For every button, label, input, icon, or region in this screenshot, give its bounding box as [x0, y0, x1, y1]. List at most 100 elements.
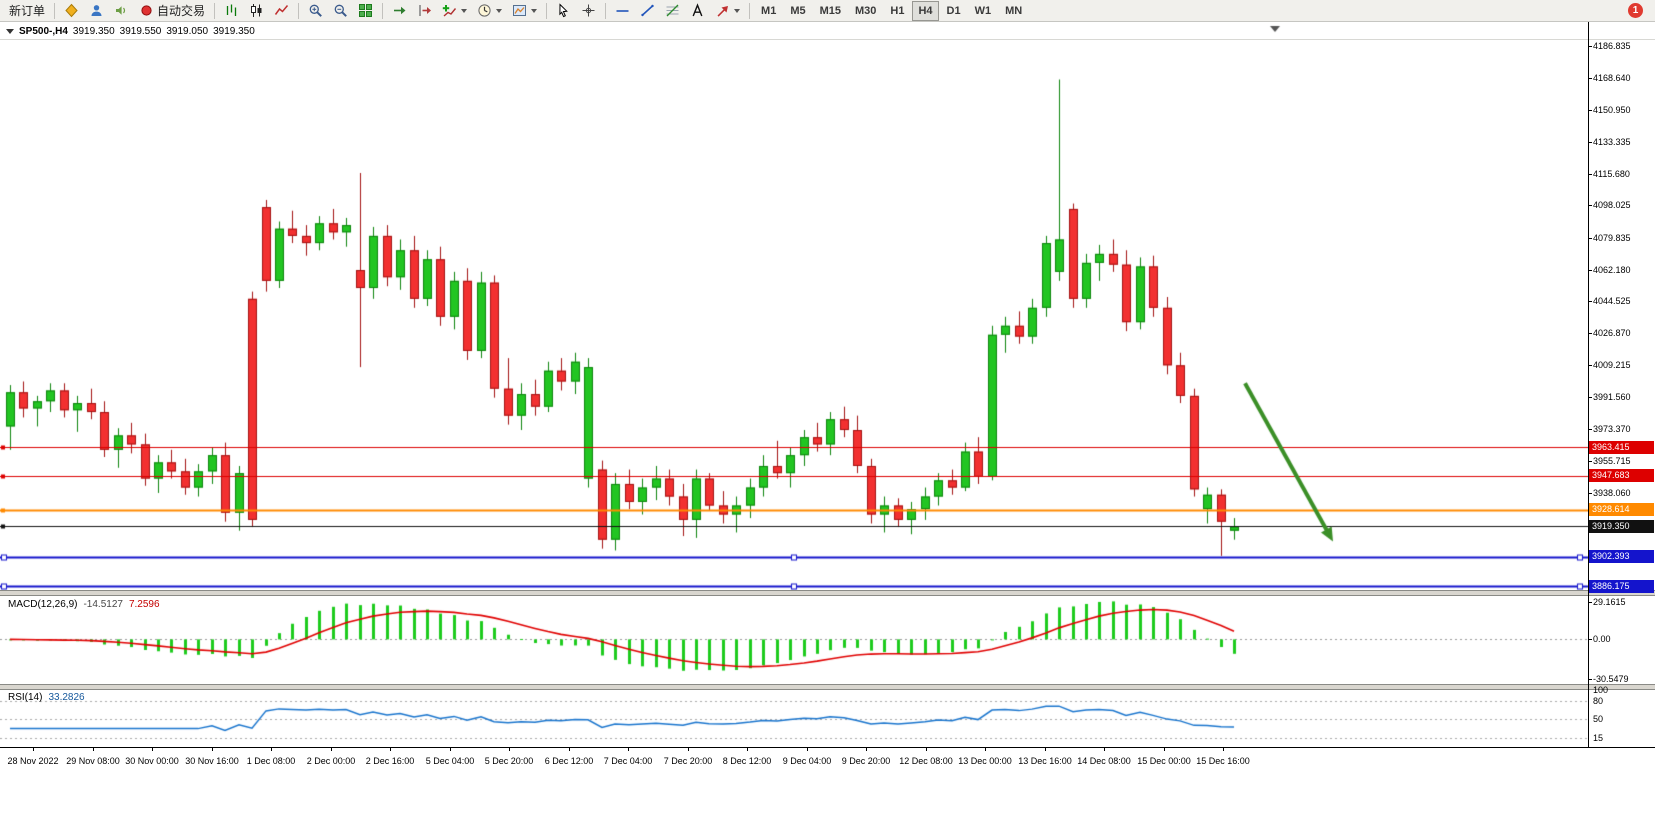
timeframe-d1-button[interactable]: D1: [941, 1, 967, 21]
mql5-community-icon[interactable]: [60, 1, 83, 21]
rsi-name: RSI(14): [8, 692, 43, 703]
autotrading-button[interactable]: 自动交易: [135, 1, 209, 21]
price-axis-label: 4150.950: [1593, 105, 1631, 115]
zoom-in-icon[interactable]: [304, 1, 327, 21]
sound-icon[interactable]: [110, 1, 133, 21]
trendline-icon[interactable]: [636, 1, 659, 21]
periods-icon: [477, 3, 492, 18]
crosshair-icon[interactable]: [577, 1, 600, 21]
time-axis-label: 7 Dec 20:00: [663, 756, 713, 766]
time-axis-label: 2 Dec 00:00: [306, 756, 356, 766]
macd-value-main: -14.5127: [83, 599, 123, 610]
time-axis-label: 6 Dec 12:00: [544, 756, 594, 766]
price-axis-label: 4115.680: [1593, 169, 1630, 179]
arrows-icon: [715, 3, 730, 18]
price-axis-tick: [1588, 493, 1592, 494]
zoom-out-icon: [333, 3, 348, 18]
pane-splitter[interactable]: [0, 684, 1655, 690]
timeframe-m1-button[interactable]: M1: [755, 1, 782, 21]
tile-windows-icon: [358, 3, 373, 18]
mql5-community-icon: [64, 3, 79, 18]
fibonacci-icon: [665, 3, 680, 18]
time-axis-tick: [866, 747, 867, 751]
chart-menu-triangle-icon[interactable]: [6, 29, 14, 34]
time-axis-tick: [212, 747, 213, 751]
arrows-icon[interactable]: [711, 1, 744, 21]
time-axis-tick: [1223, 747, 1224, 751]
rsi-label: RSI(14) 33.2826: [8, 692, 85, 703]
candlestick-icon: [249, 3, 264, 18]
quote-open: 3919.350: [72, 26, 115, 37]
price-axis-label: 4062.180: [1593, 265, 1631, 275]
cursor-icon[interactable]: [552, 1, 575, 21]
templates-icon: [512, 3, 527, 18]
timeframe-m5-button[interactable]: M5: [784, 1, 811, 21]
price-axis-label: 4133.335: [1593, 137, 1631, 147]
timeframe-m15-button[interactable]: M15: [814, 1, 847, 21]
macd-axis-label: 0.00: [1593, 634, 1611, 644]
macd-axis-tick: [1588, 639, 1592, 640]
price-axis-label: 4009.215: [1593, 360, 1631, 370]
time-axis-tick: [1045, 747, 1046, 751]
rsi-value: 33.2826: [48, 692, 85, 703]
price-chart-canvas[interactable]: [0, 22, 1588, 590]
time-axis-tick: [390, 747, 391, 751]
rsi-axis-label: 50: [1593, 714, 1604, 724]
candlestick-icon[interactable]: [245, 1, 268, 21]
macd-panel-canvas[interactable]: [0, 596, 1588, 684]
pane-splitter[interactable]: [0, 590, 1655, 596]
zoom-in-icon: [308, 3, 323, 18]
horizontal-line-icon[interactable]: [611, 1, 634, 21]
line-chart-icon[interactable]: [270, 1, 293, 21]
macd-axis-label: 29.1615: [1593, 597, 1626, 607]
timeframe-h1-button[interactable]: H1: [884, 1, 910, 21]
time-axis-label: 1 Dec 08:00: [246, 756, 296, 766]
rsi-axis-label: 100: [1593, 685, 1609, 695]
price-axis: 4186.835 4168.640 4150.950 4133.335 4115.680…: [1589, 22, 1655, 823]
time-axis: 28 Nov 2022 29 Nov 08:00 30 Nov 00:00 30 No…: [0, 747, 1588, 823]
horizontal-line-icon: [615, 3, 630, 18]
time-axis-tick: [569, 747, 570, 751]
templates-icon[interactable]: [508, 1, 541, 21]
fibonacci-icon[interactable]: [661, 1, 684, 21]
time-axis-label: 5 Dec 20:00: [484, 756, 534, 766]
time-axis-divider: [0, 747, 1655, 748]
rsi-axis-label: 80: [1593, 696, 1604, 706]
auto-scroll-icon: [392, 3, 407, 18]
macd-axis-tick: [1588, 602, 1592, 603]
time-axis-tick: [271, 747, 272, 751]
notification-badge[interactable]: 1: [1628, 3, 1643, 18]
price-axis-tick: [1588, 365, 1592, 366]
time-axis-label: 15 Dec 16:00: [1196, 756, 1250, 766]
time-axis-tick: [450, 747, 451, 751]
price-axis-tick: [1588, 142, 1592, 143]
time-axis-tick: [152, 747, 153, 751]
quote-close: 3919.350: [213, 26, 255, 37]
text-label-icon[interactable]: [686, 1, 709, 21]
time-axis-tick: [1164, 747, 1165, 751]
chart-window: SP500-,H4 3919.350 3919.550 3919.050 391…: [0, 22, 1655, 823]
timeframe-h4-button[interactable]: H4: [912, 0, 939, 21]
indicators-icon[interactable]: [438, 1, 471, 21]
time-axis-tick: [33, 747, 34, 751]
time-axis-tick: [628, 747, 629, 751]
periods-icon[interactable]: [473, 1, 506, 21]
price-axis-label: 3938.060: [1593, 488, 1631, 498]
dropdown-caret-icon: [531, 8, 538, 13]
chart-shift-icon[interactable]: [413, 1, 436, 21]
bar-chart-icon[interactable]: [220, 1, 243, 21]
timeframe-mn-button[interactable]: MN: [999, 1, 1028, 21]
account-icon[interactable]: [85, 1, 108, 21]
timeframe-w1-button[interactable]: W1: [969, 1, 998, 21]
new-order-button[interactable]: 新订单: [5, 1, 49, 21]
text-label-icon: [690, 3, 705, 18]
price-axis-label: 4044.525: [1593, 296, 1631, 306]
price-tag: 3902.393: [1589, 550, 1654, 563]
rsi-panel-canvas[interactable]: [0, 690, 1588, 747]
quote-high: 3919.550: [119, 26, 162, 37]
auto-scroll-icon[interactable]: [388, 1, 411, 21]
timeframe-m30-button[interactable]: M30: [849, 1, 882, 21]
tile-windows-icon[interactable]: [354, 1, 377, 21]
zoom-out-icon[interactable]: [329, 1, 352, 21]
